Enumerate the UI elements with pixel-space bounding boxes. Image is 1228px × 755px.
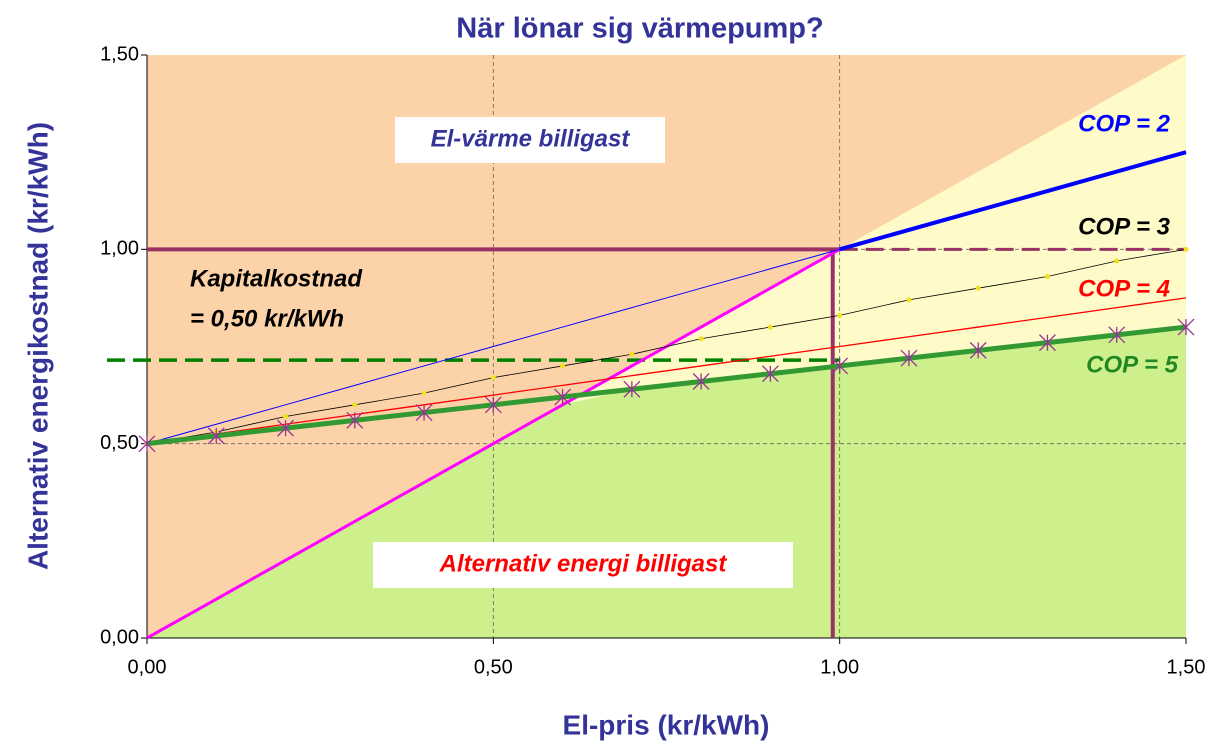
marker — [283, 413, 289, 419]
annotation: Alternativ energi billigast — [439, 550, 728, 577]
y-tick-label: 1,00 — [100, 238, 139, 260]
marker — [975, 285, 981, 291]
marker — [490, 375, 496, 381]
series-line — [839, 150, 1187, 252]
x-tick-label: 0,50 — [474, 656, 513, 678]
marker — [623, 380, 641, 398]
marker — [969, 341, 987, 359]
annotation-box — [373, 542, 793, 588]
y-axis-label: Alternativ energikostnad (kr/kWh) — [22, 122, 53, 570]
series-label: COP = 2 — [1078, 110, 1170, 137]
marker — [900, 349, 918, 367]
y-tick-label: 0,00 — [100, 626, 139, 648]
marker — [415, 404, 433, 422]
x-tick-label: 0,00 — [128, 656, 167, 678]
marker — [698, 336, 704, 342]
series-label: COP = 5 — [1086, 351, 1178, 378]
marker — [767, 324, 773, 330]
marker — [1039, 334, 1056, 352]
marker — [277, 419, 294, 437]
marker — [138, 435, 156, 453]
marker — [484, 396, 502, 414]
series-label: COP = 3 — [1078, 213, 1170, 240]
x-tick-label: 1,50 — [1167, 656, 1206, 678]
marker — [346, 411, 364, 429]
marker — [554, 388, 572, 406]
series-line — [146, 248, 1187, 445]
marker — [560, 363, 566, 369]
y-tick-label: 1,50 — [100, 43, 139, 65]
marker — [1108, 326, 1126, 344]
marker — [831, 357, 849, 375]
marker — [1044, 274, 1050, 280]
annotation: Kapitalkostnad — [190, 265, 363, 292]
marker — [761, 365, 779, 383]
marker — [906, 297, 912, 303]
annotation: = 0,50 kr/kWh — [190, 305, 344, 332]
marker — [421, 390, 427, 396]
marker — [837, 312, 843, 318]
marker — [1114, 258, 1120, 264]
x-axis-label: El-pris (kr/kWh) — [563, 709, 770, 740]
chart-title: När lönar sig värmepump? — [456, 13, 823, 45]
annotation: El-värme billigast — [431, 125, 631, 152]
marker — [1183, 246, 1189, 252]
series-label: COP = 4 — [1078, 275, 1170, 302]
y-tick-label: 0,50 — [100, 432, 139, 454]
marker — [629, 351, 635, 357]
marker — [207, 427, 225, 445]
annotation-box — [395, 117, 665, 163]
marker — [352, 402, 358, 408]
series-line — [146, 248, 841, 640]
marker — [1177, 318, 1195, 336]
x-tick-label: 1,00 — [820, 656, 859, 678]
series-line — [146, 324, 1187, 447]
series-line — [146, 297, 1187, 445]
marker — [692, 373, 710, 390]
